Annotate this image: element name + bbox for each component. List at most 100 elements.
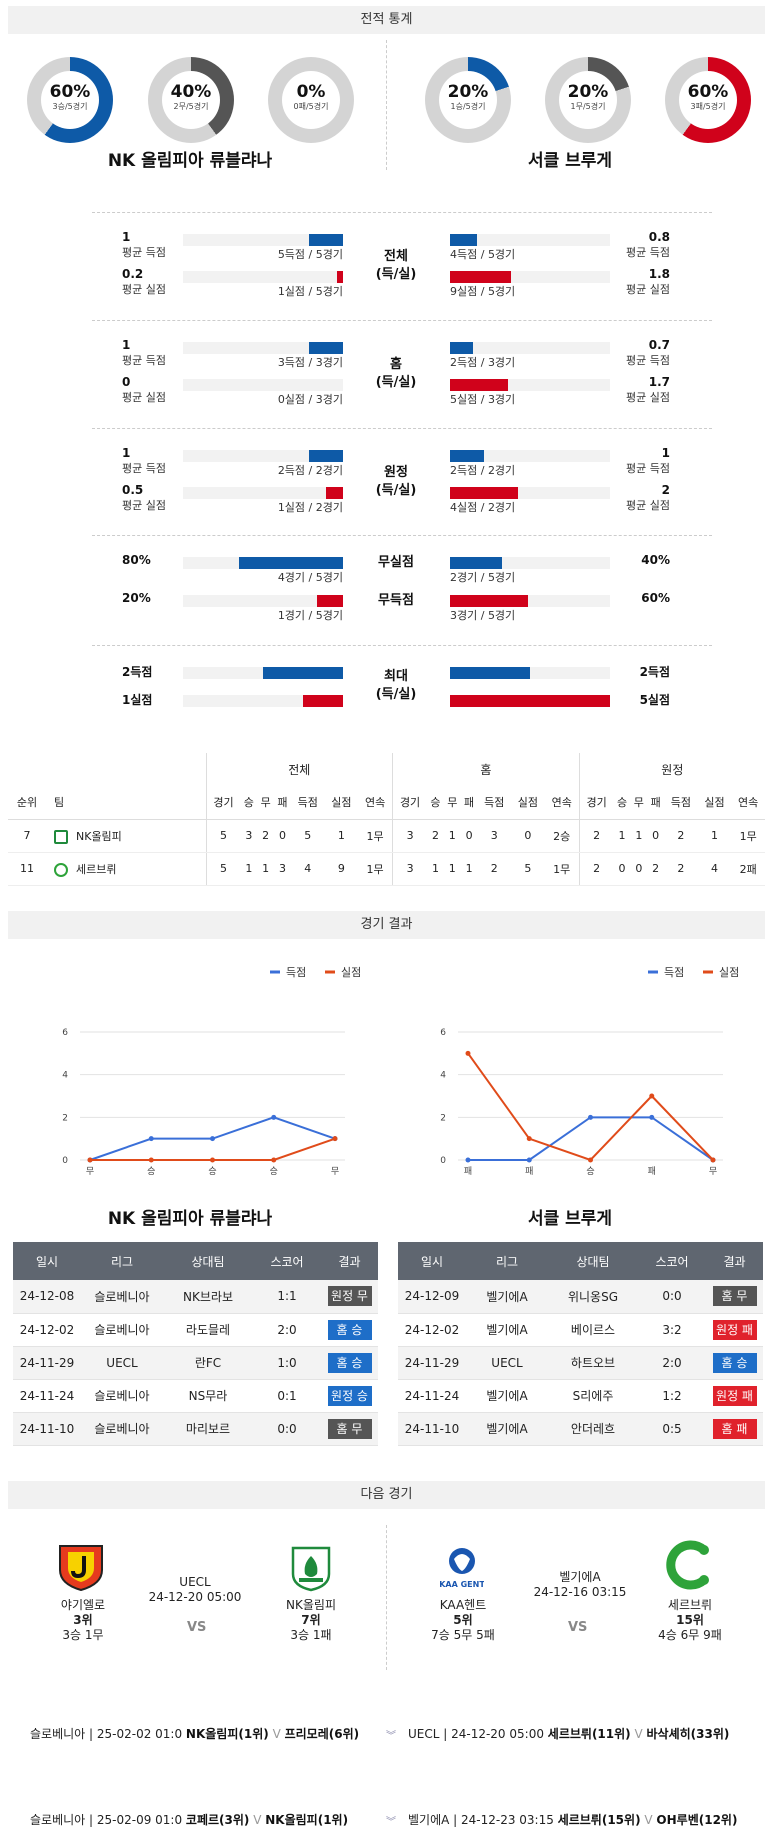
standings-value: 3 <box>392 819 428 853</box>
series-line <box>468 1116 714 1161</box>
standings-value: 2 <box>257 819 275 853</box>
result-date: 24-11-29 <box>13 1346 81 1380</box>
away-stat-value: 0.8 <box>648 230 670 244</box>
data-point <box>148 1136 154 1142</box>
standings-rank: 7 <box>8 819 46 853</box>
result-opponent: 란FC <box>163 1346 253 1380</box>
fixture-vs: V <box>268 1727 285 1741</box>
away-bar-track <box>450 450 610 462</box>
result-outcome-cell: 원정 무 <box>321 1280 378 1314</box>
standings-col-header: 무 <box>257 786 275 820</box>
stat-group-title: 홈 (득/실) <box>375 357 417 390</box>
standings-value: 3 <box>274 852 291 886</box>
result-outcome-cell: 원정 승 <box>321 1379 378 1413</box>
next-home-left-team: 야기엘로 3위 3승 1무 <box>60 1598 106 1642</box>
home-max-conceded: 1실점 <box>122 693 153 707</box>
result-score: 2:0 <box>253 1313 321 1347</box>
standings-value: 0 <box>647 819 665 853</box>
jagiellonia-logo <box>58 1544 104 1592</box>
away-bar-track <box>450 234 610 246</box>
home-stat-count: 1경기 / 5경기 <box>277 609 343 622</box>
away-bar <box>450 342 473 354</box>
donut-hole: 20% 1승/5경기 <box>439 71 497 129</box>
svg-text:KAA GENT: KAA GENT <box>440 1580 484 1589</box>
result-league: 슬로베니아 <box>81 1379 163 1413</box>
fixture-away: 벨기에A | 24-12-23 03:15 세르브뤼(15위) V OH루벤(1… <box>408 1811 737 1828</box>
standings-group-header: 홈 <box>392 753 580 786</box>
max-title: 최대 (득/실) <box>375 669 417 702</box>
result-opponent: 안더레흐 <box>548 1412 638 1446</box>
fixture-team: 바삭셰히(33위) <box>646 1727 730 1741</box>
away-stat-value: 40% <box>641 553 670 567</box>
away-stat-value: 1.7 <box>648 375 670 389</box>
standings-value: 4 <box>290 852 325 886</box>
standings-value: 1 <box>240 852 258 886</box>
away-max-conceded: 5실점 <box>639 693 670 707</box>
fixture-info: UECL | 24-12-20 05:00 <box>408 1727 548 1741</box>
result-league: 슬로베니아 <box>81 1280 163 1314</box>
result-league: 벨기에A <box>466 1412 548 1446</box>
donut-percent: 20% <box>567 82 609 102</box>
result-badge: 홈 승 <box>712 1352 757 1373</box>
result-date: 24-11-24 <box>398 1379 466 1413</box>
fixture-home: 슬로베니아 | 25-02-02 01:0 NK올림피(1위) V 프리모레(6… <box>30 1725 359 1742</box>
standings-value: 2 <box>647 852 665 886</box>
result-date: 24-11-24 <box>13 1379 81 1413</box>
donut-caption: 1무/5경기 <box>570 102 606 111</box>
standings-value: 5 <box>290 819 325 853</box>
standings-group-header: 원정 <box>661 763 684 777</box>
standings-col-header: 승 <box>427 786 444 820</box>
next-section-header: 다음 경기 <box>8 1481 765 1509</box>
data-point <box>649 1114 655 1120</box>
standings-grid: 전체 홈 원정 순위 팀 경기 승 무 패 득점 실점 연속 경기 승 무 패 득점 실점 연속 경기 승 무 패 득점 실점 연… <box>8 753 765 886</box>
home-bar <box>326 487 343 499</box>
standings-value: 2패 <box>731 852 765 886</box>
result-score: 2:0 <box>638 1346 706 1380</box>
home-stat-count: 4경기 / 5경기 <box>277 571 343 584</box>
standings-value: 2 <box>427 819 444 853</box>
standings-value: 2 <box>579 852 614 886</box>
result-date: 24-12-02 <box>398 1313 466 1347</box>
home-stat-count: 2득점 / 2경기 <box>277 464 343 477</box>
result-badge: 원정 무 <box>327 1286 372 1307</box>
standings-value: 2 <box>477 852 512 886</box>
result-date: 24-12-08 <box>13 1280 81 1314</box>
standings-value: 1 <box>613 819 631 853</box>
record-donut: 20% 1승/5경기 <box>425 57 511 143</box>
data-point <box>710 1157 716 1163</box>
result-date: 24-11-10 <box>398 1412 466 1446</box>
fixture-team: 코페르(3위) <box>185 1813 250 1827</box>
home-max-scored: 2득점 <box>122 665 153 679</box>
home-stat-label: 평균 실점 <box>122 391 166 404</box>
standings-col-header: 경기 <box>579 786 614 820</box>
stat-group-title: 원정 (득/실) <box>375 465 417 498</box>
away-stat-value: 1 <box>661 446 670 460</box>
donut-percent: 60% <box>687 82 729 102</box>
fixture-team: NK올림피(1위) <box>185 1727 269 1741</box>
home-team-name: NK 올림피아 류블랴나 <box>107 151 273 171</box>
standings-table: 전체 홈 원정 순위 팀 경기 승 무 패 득점 실점 연속 경기 승 무 패 득점 실점 연속 경기 승 무 패 득점 실점 연… <box>8 753 765 886</box>
home-bar <box>317 595 343 607</box>
home-stat-value: 80% <box>122 553 151 567</box>
donut-hole: 20% 1무/5경기 <box>559 71 617 129</box>
standings-value: 0 <box>511 819 545 853</box>
result-outcome-cell: 원정 패 <box>706 1313 763 1347</box>
result-badge: 원정 패 <box>712 1385 757 1406</box>
donut-hole: 40% 2무/5경기 <box>162 71 220 129</box>
home-stat-label: 평균 득점 <box>122 354 166 367</box>
result-score: 0:1 <box>253 1379 321 1413</box>
series-line <box>90 1137 336 1161</box>
away-stat-label: 평균 득점 <box>626 354 670 367</box>
standings-value: 1 <box>630 819 648 853</box>
standings-col-header: 연속 <box>544 786 580 820</box>
dashed-separator <box>92 320 712 321</box>
home-stat-value: 0.2 <box>122 267 144 281</box>
result-opponent: 라도믈레 <box>163 1313 253 1347</box>
blank-cell <box>8 753 207 786</box>
home-bar-track <box>183 271 343 283</box>
x-tick-label: 승 <box>147 1166 155 1177</box>
fixture-team: NK올림피(1위) <box>265 1813 349 1827</box>
away-max-scored: 2득점 <box>639 665 670 679</box>
home-bar-track <box>183 379 343 391</box>
standings-rank: 11 <box>8 852 46 886</box>
